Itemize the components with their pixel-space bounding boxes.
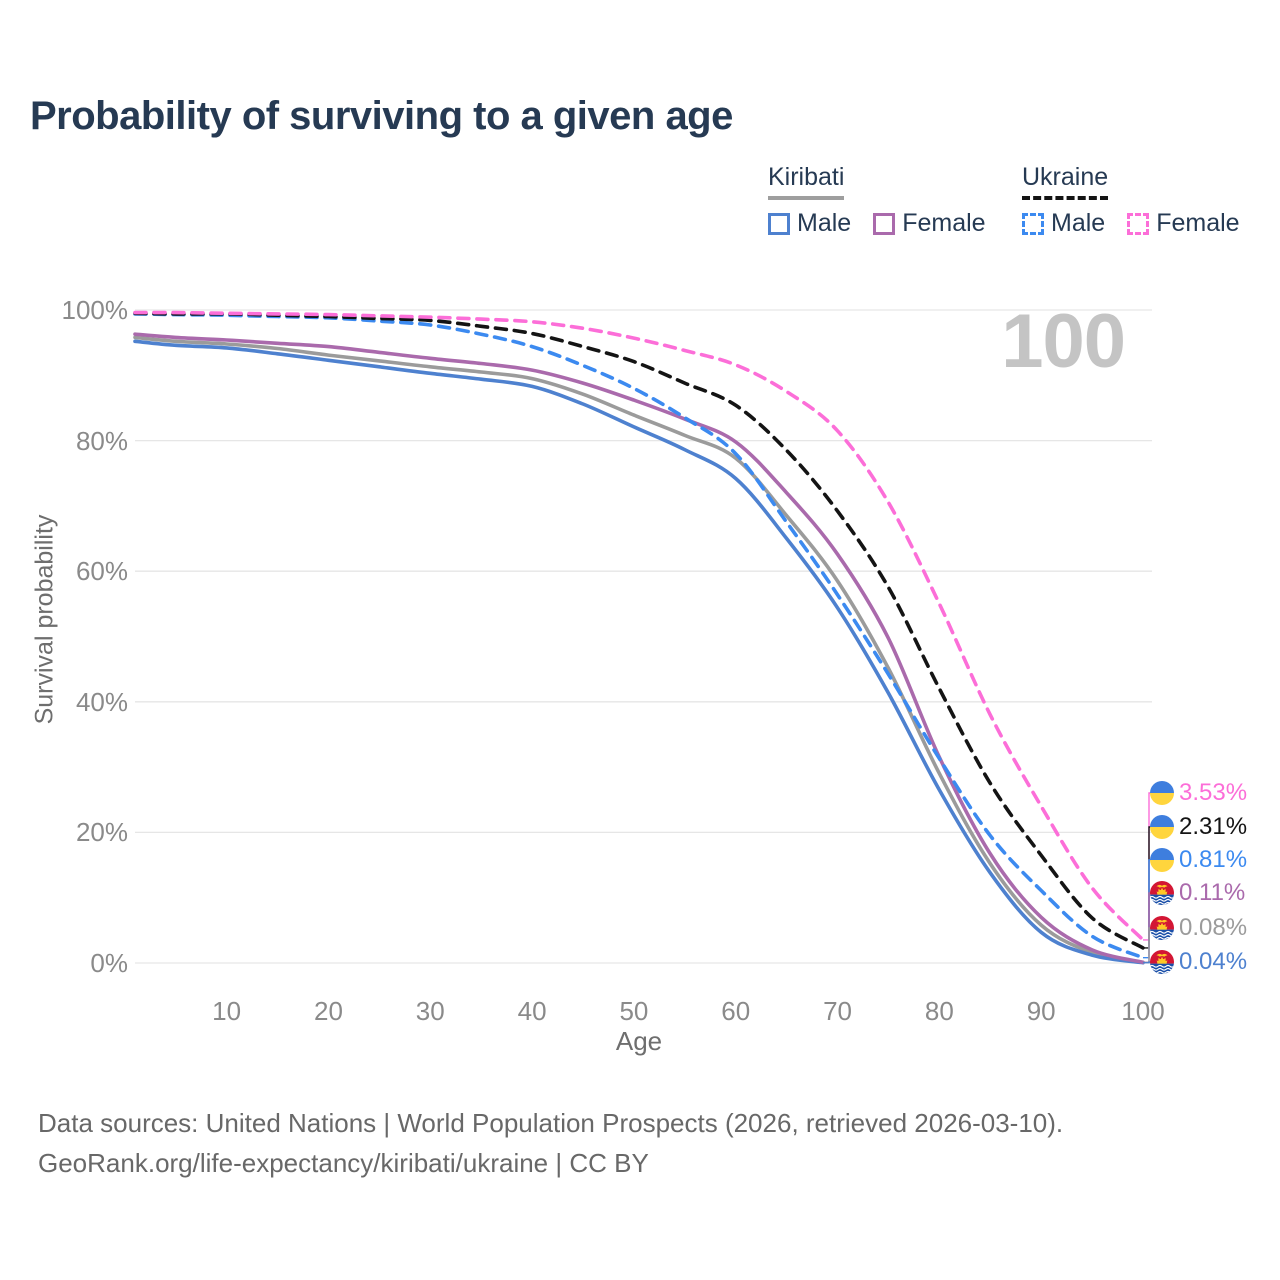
end-label-ukraine-male: 0.81%: [1150, 845, 1247, 875]
curve-kiribati-total: [133, 335, 1145, 965]
end-label-kiribati-male: 0.04%: [1150, 947, 1247, 977]
x-tick-label: 70: [823, 996, 852, 1026]
ukraine-flag-icon: [1150, 848, 1174, 872]
ukraine-flag-icon: [1150, 815, 1174, 839]
legend-item-kiribati-female[interactable]: Female: [873, 209, 986, 238]
y-axis-title: Survival probability: [30, 514, 59, 725]
x-axis-title: Age: [615, 1026, 663, 1056]
y-tick-label: 20%: [75, 817, 128, 848]
x-tick-label: 60: [721, 996, 751, 1026]
end-label-kiribati-female: 0.11%: [1150, 878, 1245, 908]
x-tick-label: 10: [212, 996, 242, 1026]
legend-item-kiribati-male[interactable]: Male: [768, 209, 851, 238]
x-tick-label: 30: [415, 996, 445, 1026]
curve-ukraine-male: [133, 312, 1145, 960]
kiribati-flag-icon: [1150, 881, 1174, 905]
kiribati-male-swatch-icon: [768, 212, 790, 235]
y-tick-label: 0%: [90, 948, 128, 978]
curve-kiribati-male: [133, 339, 1145, 965]
x-tick-label: 100: [1121, 996, 1165, 1026]
footer-url-line[interactable]: GeoRank.org/life-expectancy/kiribati/ukr…: [38, 1148, 649, 1178]
kiribati-female-swatch-icon: [873, 212, 896, 235]
y-tick-label: 100%: [61, 295, 129, 325]
chart-title: Probability of surviving to a given age: [30, 94, 733, 138]
end-label-ukraine-total: 2.31%: [1150, 812, 1247, 842]
legend-heading-ukraine[interactable]: Ukraine: [1022, 163, 1109, 200]
legend-group-kiribati: Kiribati Male Female: [768, 163, 1008, 238]
curve-ukraine-total: [133, 311, 1145, 950]
kiribati-flag-icon: [1150, 950, 1174, 974]
x-tick-label: 90: [1026, 996, 1056, 1026]
ukraine-male-swatch-icon: [1022, 212, 1044, 235]
kiribati-flag-icon: [1150, 916, 1174, 940]
end-label-ukraine-female: 3.53%: [1150, 778, 1247, 808]
watermark-100: 100: [1001, 299, 1126, 384]
y-tick-label: 40%: [75, 686, 128, 717]
end-label-kiribati-total: 0.08%: [1150, 913, 1247, 943]
ukraine-female-swatch-icon: [1127, 212, 1150, 235]
legend-heading-kiribati[interactable]: Kiribati: [768, 163, 845, 200]
x-tick-label: 50: [619, 996, 649, 1026]
x-tick-label: 40: [517, 996, 547, 1026]
x-tick-label: 20: [313, 996, 343, 1026]
legend-item-ukraine-female[interactable]: Female: [1127, 209, 1240, 238]
curve-kiribati-female: [133, 332, 1145, 965]
y-tick-label: 80%: [75, 425, 128, 456]
footer-source-line: Data sources: United Nations | World Pop…: [38, 1108, 1064, 1138]
legend-group-ukraine: Ukraine Male Female: [1022, 163, 1262, 238]
legend-item-ukraine-male[interactable]: Male: [1022, 209, 1105, 238]
x-tick-label: 80: [924, 996, 954, 1026]
ukraine-flag-icon: [1150, 781, 1174, 805]
y-tick-label: 60%: [75, 556, 128, 587]
curve-ukraine-female: [133, 310, 1145, 942]
